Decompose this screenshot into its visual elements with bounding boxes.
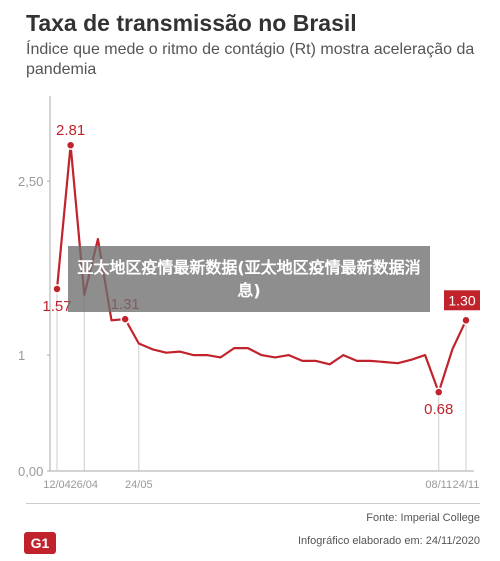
- data-point: [138, 342, 140, 345]
- data-point: [206, 354, 208, 356]
- data-point: [219, 356, 222, 359]
- data-point: [328, 363, 331, 366]
- chart-subtitle: Índice que mede o ritmo de contágio (Rt)…: [26, 41, 475, 78]
- data-point: [165, 351, 167, 354]
- data-point: [383, 361, 386, 363]
- x-tick-label: 12/04: [43, 479, 71, 491]
- data-label: 2.81: [56, 122, 85, 139]
- data-point: [342, 354, 345, 356]
- data-point: [315, 360, 317, 362]
- data-point: [151, 348, 154, 351]
- data-point: [451, 348, 454, 351]
- infographic-credit: Infográfico elaborado em: 24/11/2020: [297, 535, 480, 547]
- x-tick-label: 24/05: [125, 479, 153, 491]
- x-tick-label: 24/11: [453, 479, 480, 491]
- data-point: [247, 347, 249, 349]
- data-point: [369, 360, 372, 362]
- data-point: [397, 362, 399, 364]
- data-point: [260, 354, 263, 356]
- g1-logo: G1: [24, 532, 56, 554]
- data-point: [356, 360, 358, 362]
- x-tick-label: 08/11: [425, 479, 452, 491]
- annotated-point: [120, 314, 130, 324]
- data-point: [274, 356, 276, 359]
- data-point: [178, 350, 181, 353]
- data-point: [301, 360, 304, 362]
- x-tick-label: 26/04: [71, 479, 99, 491]
- data-point: [410, 358, 413, 361]
- annotated-point: [461, 315, 471, 326]
- chart-title: Taxa de transmissão no Brasil: [26, 10, 357, 36]
- footer-divider: [26, 503, 480, 504]
- y-tick-label: 0,00: [18, 464, 43, 479]
- source-note: Fonte: Imperial College: [366, 512, 480, 524]
- data-label: 1.57: [42, 298, 71, 315]
- data-point: [424, 354, 426, 356]
- annotated-point: [65, 140, 76, 150]
- y-tick-label: 2,50: [18, 174, 43, 189]
- data-point: [192, 354, 195, 356]
- watermark-overlay-text: 亚太地区疫情最新数据(亚太地区疫情最新数据消息): [68, 246, 430, 312]
- data-point: [233, 347, 236, 349]
- annotated-point: [433, 387, 444, 397]
- g1-logo-text: G1: [31, 535, 50, 551]
- value-label-box: [444, 290, 480, 311]
- data-point: [97, 238, 99, 240]
- data-point: [287, 354, 290, 356]
- data-point: [110, 319, 113, 322]
- annotated-point: [52, 284, 62, 294]
- data-label: 1.30: [448, 292, 475, 308]
- y-tick-label: 1: [18, 348, 25, 363]
- data-label: 0.68: [424, 401, 453, 418]
